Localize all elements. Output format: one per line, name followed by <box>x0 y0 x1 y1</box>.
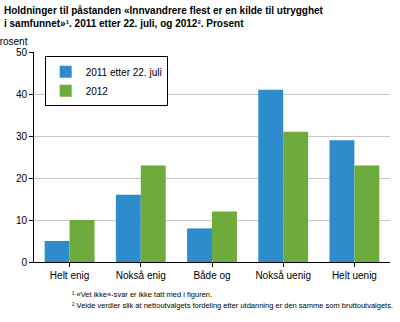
svg-text:² Veide verdier slik at nettou: ² Veide verdier slik at nettoutvalgets f… <box>72 301 393 310</box>
svg-text:¹ «Vet ikke»-svar er ikke tatt: ¹ «Vet ikke»-svar er ikke tatt med i fig… <box>72 290 212 299</box>
svg-text:2011 etter 22. juli: 2011 etter 22. juli <box>86 67 162 78</box>
svg-text:Nokså uenig: Nokså uenig <box>255 270 311 281</box>
svg-text:10: 10 <box>16 215 28 226</box>
svg-text:40: 40 <box>16 89 28 100</box>
svg-text:Prosent: Prosent <box>0 36 28 47</box>
svg-text:50: 50 <box>16 47 28 58</box>
svg-text:Holdninger til påstanden «Innv: Holdninger til påstanden «Innvandrere fl… <box>4 5 324 29</box>
svg-text:30: 30 <box>16 131 28 142</box>
svg-text:Både og: Både og <box>193 270 230 281</box>
svg-text:0: 0 <box>21 257 27 268</box>
svg-text:2012: 2012 <box>86 86 109 97</box>
svg-text:Nokså enig: Nokså enig <box>116 270 166 281</box>
svg-text:20: 20 <box>16 173 28 184</box>
svg-text:Helt uenig: Helt uenig <box>332 270 377 281</box>
svg-text:Helt enig: Helt enig <box>50 270 89 281</box>
